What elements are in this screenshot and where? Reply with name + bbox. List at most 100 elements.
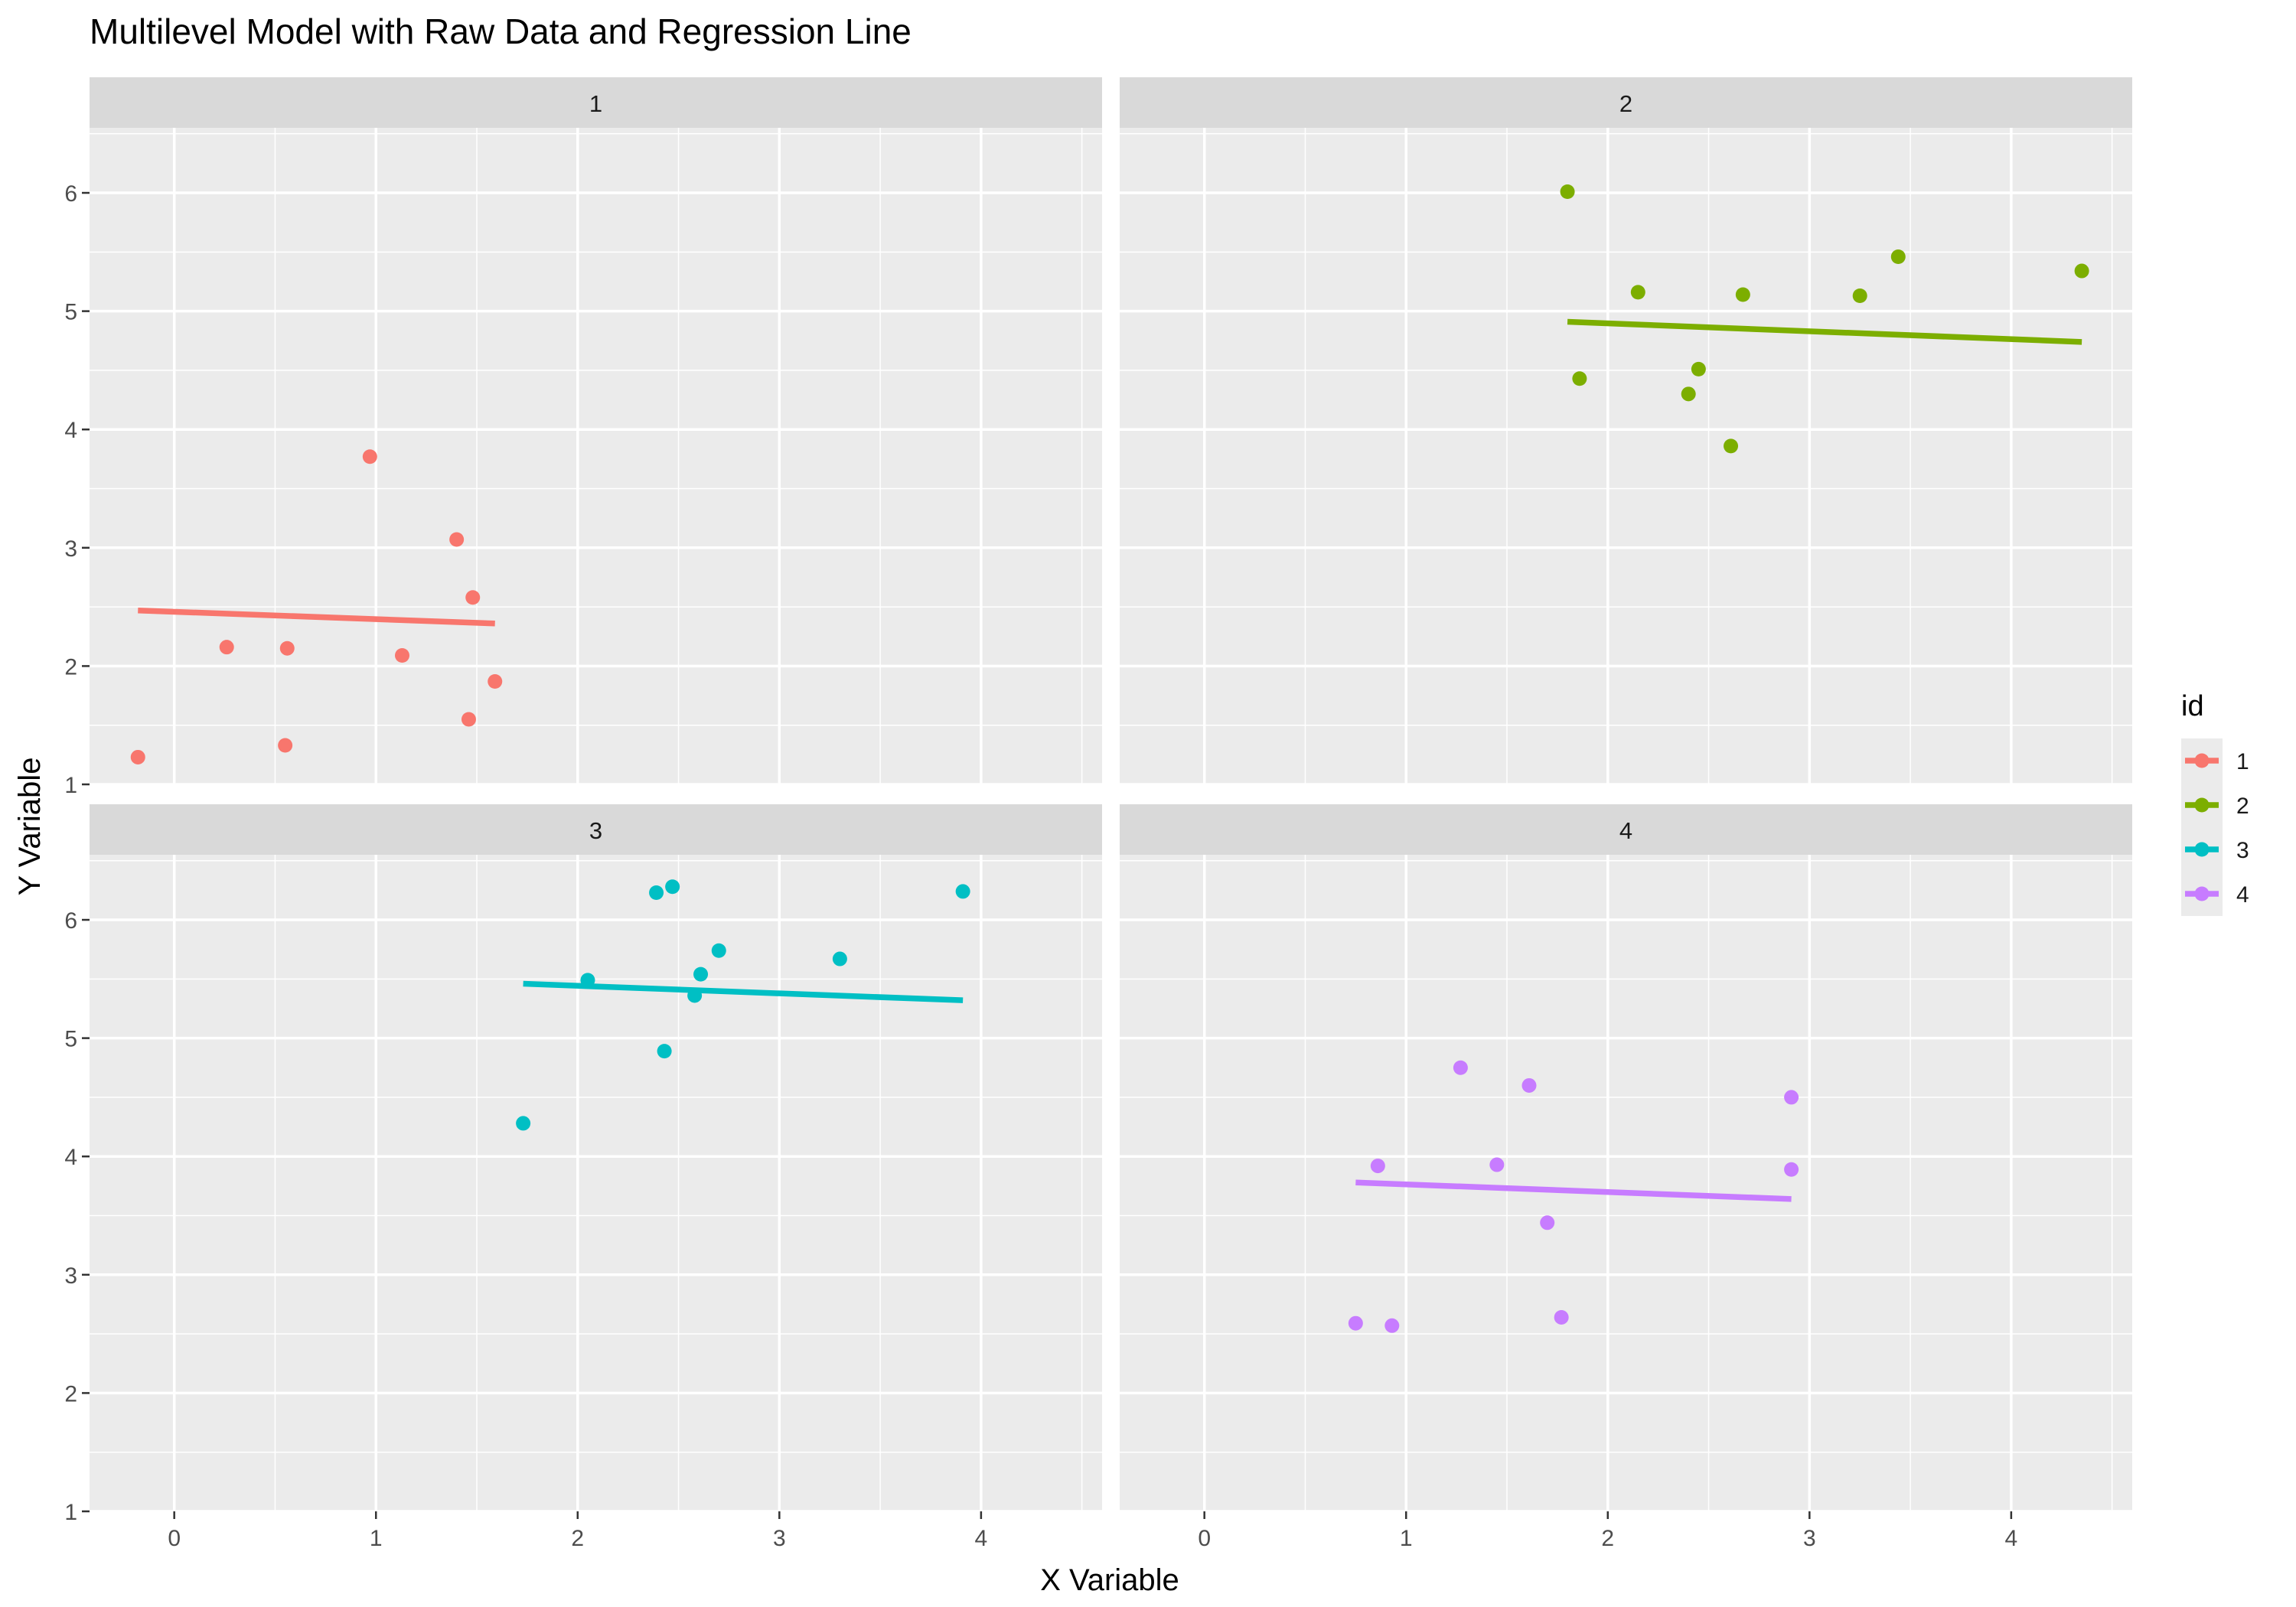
y-tick-label: 1 — [64, 773, 77, 798]
x-tick-label: 4 — [975, 1526, 988, 1551]
legend-label: 4 — [2236, 882, 2249, 908]
facet-strip — [90, 804, 1102, 855]
data-point — [1560, 184, 1575, 199]
facet-strip-label: 1 — [589, 90, 602, 117]
y-tick-label: 1 — [64, 1500, 77, 1525]
legend-label: 3 — [2236, 838, 2249, 863]
data-point — [1384, 1318, 1400, 1333]
legend-title: id — [2181, 690, 2204, 722]
data-point — [1681, 386, 1696, 402]
data-point — [1521, 1077, 1537, 1093]
y-tick-label: 5 — [64, 300, 77, 325]
y-tick-label: 6 — [64, 181, 77, 207]
data-point — [832, 951, 847, 966]
data-point — [394, 647, 409, 663]
x-tick-label: 3 — [773, 1526, 786, 1551]
data-points-1 — [130, 449, 503, 764]
x-axis-title: X Variable — [1040, 1563, 1179, 1597]
regression-line-4 — [1355, 1179, 1792, 1202]
data-point — [955, 884, 970, 899]
panel-background — [90, 128, 1102, 784]
data-point — [1784, 1090, 1799, 1105]
legend-label: 2 — [2236, 794, 2249, 819]
gridlines — [1120, 855, 2132, 1513]
data-point — [130, 749, 145, 764]
legend-item-2: 2 — [2181, 783, 2249, 827]
data-point — [2074, 263, 2089, 279]
data-point — [516, 1116, 531, 1131]
data-point — [362, 449, 377, 464]
data-point — [1784, 1162, 1799, 1177]
data-point — [1540, 1215, 1555, 1231]
y-tick-label: 6 — [64, 908, 77, 934]
x-tick-label: 0 — [168, 1526, 181, 1551]
data-point — [1724, 438, 1739, 454]
data-point — [657, 1044, 672, 1059]
data-point — [649, 885, 664, 900]
data-points-3 — [516, 879, 970, 1131]
data-point — [1572, 371, 1587, 386]
x-tick-label: 0 — [1198, 1526, 1211, 1551]
facet-panel-1: 1 1 2 3 4 5 6 — [64, 77, 1102, 798]
facet-panels: 1 1 2 3 4 5 6 2 3 1 2 3 4 5 6 0 1 2 3 4 4 0 1 2 3 4 — [64, 77, 2132, 1551]
regression-line-3 — [523, 980, 964, 1003]
y-tick-label: 4 — [64, 418, 77, 443]
regression-line-1 — [138, 607, 495, 627]
y-axis-title: Y Variable — [13, 758, 47, 896]
x-tick-label: 2 — [571, 1526, 584, 1551]
legend-item-1: 1 — [2181, 738, 2249, 783]
y-tick-label: 5 — [64, 1027, 77, 1052]
gridlines — [90, 128, 1102, 786]
x-tick-label: 2 — [1601, 1526, 1614, 1551]
data-point — [1630, 285, 1645, 300]
data-point — [1370, 1159, 1385, 1174]
data-points-2 — [1560, 184, 2089, 454]
legend-item-3: 3 — [2181, 827, 2249, 872]
facet-strip — [90, 77, 1102, 128]
data-point — [711, 943, 726, 958]
facet-strip — [1120, 77, 2132, 128]
y-tick-label: 3 — [64, 536, 77, 562]
legend-key-point — [2194, 842, 2210, 857]
y-tick-label: 4 — [64, 1145, 77, 1170]
legend-key-point — [2194, 886, 2210, 901]
data-point — [279, 641, 295, 656]
data-point — [488, 674, 503, 689]
regression-line-2 — [1567, 318, 2082, 345]
gridlines — [1120, 128, 2132, 786]
data-point — [665, 879, 680, 895]
data-point — [1890, 249, 1906, 265]
legend-item-4: 4 — [2181, 872, 2249, 916]
data-point — [693, 966, 709, 982]
data-point — [1348, 1315, 1363, 1331]
data-point — [1735, 287, 1750, 302]
x-tick-label: 1 — [370, 1526, 383, 1551]
y-tick-label: 3 — [64, 1263, 77, 1289]
legend-key-point — [2194, 797, 2210, 813]
data-point — [1852, 288, 1867, 304]
panel-background — [1120, 855, 2132, 1511]
data-point — [461, 712, 476, 727]
facet-strip-label: 2 — [1619, 90, 1632, 117]
data-point — [1691, 361, 1706, 376]
data-point — [219, 640, 234, 655]
chart-title: Multilevel Model with Raw Data and Regre… — [90, 11, 912, 51]
legend: id 1 2 3 4 — [2181, 690, 2249, 916]
data-point — [278, 738, 293, 753]
y-tick-label: 2 — [64, 654, 77, 680]
facet-panel-4: 4 0 1 2 3 4 — [1120, 804, 2132, 1551]
data-point — [465, 590, 481, 605]
legend-label: 1 — [2236, 749, 2249, 774]
facet-panel-2: 2 — [1120, 77, 2132, 786]
panel-background — [90, 855, 1102, 1511]
facet-strip — [1120, 804, 2132, 855]
legend-key-point — [2194, 753, 2210, 768]
facet-strip-label: 3 — [589, 817, 602, 844]
facet-panel-3: 3 1 2 3 4 5 6 0 1 2 3 4 — [64, 804, 1102, 1551]
data-point — [1453, 1060, 1468, 1075]
data-point — [449, 532, 465, 547]
panel-background — [1120, 128, 2132, 784]
facet-strip-label: 4 — [1619, 817, 1632, 844]
x-tick-label: 1 — [1400, 1526, 1413, 1551]
